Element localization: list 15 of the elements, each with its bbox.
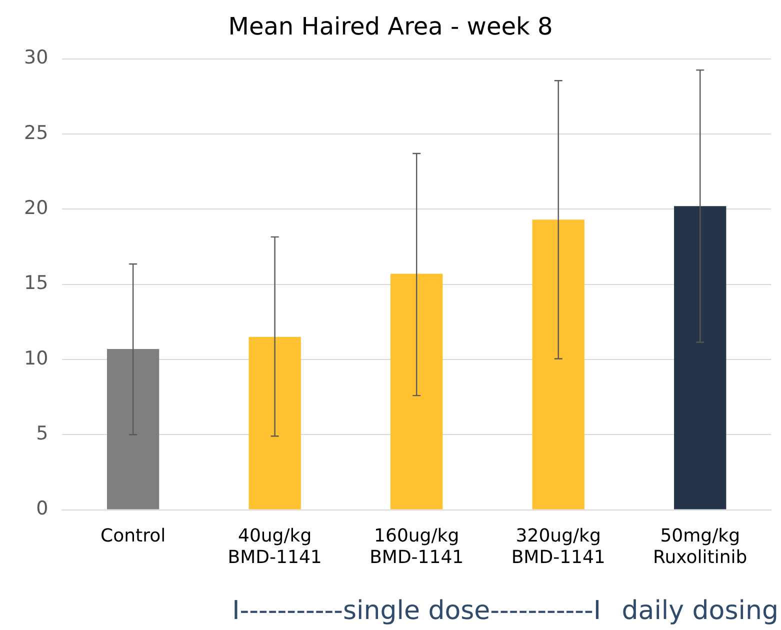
chart-title: Mean Haired Area - week 8 — [228, 12, 553, 41]
y-tick-label: 25 — [24, 122, 48, 144]
y-tick-label: 5 — [36, 422, 48, 445]
x-tick-label: 160ug/kg BMD-1141 — [370, 525, 464, 568]
text: daily dosing — [622, 596, 778, 626]
text: I-----------single dose-----------I — [232, 596, 602, 626]
x-tick-label: 320ug/kg BMD-1141 — [511, 525, 606, 568]
y-tick-label: 0 — [36, 498, 48, 520]
x-tick-label: 40ug/kg BMD-1141 — [228, 525, 322, 568]
y-tick-label: 15 — [24, 272, 48, 294]
x-tick-label: Control — [100, 525, 166, 546]
y-tick-label: 20 — [24, 197, 48, 220]
y-tick-label: 30 — [24, 46, 48, 69]
y-tick-label: 10 — [24, 347, 48, 370]
x-tick-label: 50mg/kg Ruxolitinib — [653, 525, 748, 568]
